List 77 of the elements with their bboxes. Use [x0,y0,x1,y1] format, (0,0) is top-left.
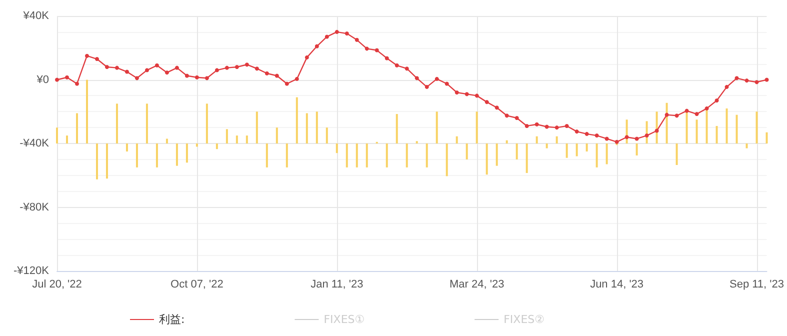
bar [336,144,338,154]
bar [756,112,758,144]
bar [766,132,768,144]
bar [606,144,608,164]
bar [106,144,108,179]
bar [516,144,518,160]
x-tick-label: Sep 11, '23 [730,278,784,290]
bar [676,144,678,166]
bar [66,136,68,144]
bar [476,112,478,144]
bar [136,144,138,168]
x-tick-label: Jun 14, '23 [590,278,644,290]
y-tick-label: -¥80K [20,201,50,214]
bar [596,144,598,168]
bar [56,128,58,144]
bar [526,144,528,173]
y-tick-label: -¥120K [14,265,50,277]
bar [196,144,198,147]
bar [286,144,288,168]
bar [226,129,228,144]
bar [716,126,718,144]
bar [266,144,268,168]
bar [466,144,468,160]
bar [456,136,458,144]
bar [96,144,98,180]
y-tick-label: ¥0 [36,74,49,86]
bar [506,140,508,144]
bar [446,144,448,176]
bar [76,113,78,144]
bar [206,104,208,144]
x-tick-label: Jan 11, '23 [310,278,364,290]
y-tick-label: ¥40K [22,10,50,22]
bar [346,144,348,168]
bar [686,110,688,144]
bar [746,144,748,148]
bar [546,144,548,148]
bar [296,97,298,144]
bar [176,144,178,166]
bar [246,136,248,144]
bar [126,144,128,152]
x-tick-label: Mar 24, '23 [450,278,504,290]
bar [156,144,158,168]
bar [276,128,278,144]
bar [666,102,668,144]
bar [636,144,638,156]
bar [556,136,558,144]
bar [356,144,358,168]
bar [236,136,238,144]
bar [486,144,488,175]
bar [586,144,588,152]
bar [566,144,568,158]
y-tick-label: -¥40K [20,138,50,150]
x-tick-label: Oct 07, '22 [170,278,224,290]
bar [256,112,258,144]
bar [396,114,398,144]
x-tick-label: Jul 20, '22 [32,278,82,290]
bar [86,80,88,144]
bar [386,144,388,168]
legend-label: 利益: [159,313,185,326]
bar [406,144,408,168]
bar [366,144,368,168]
bar [186,144,188,163]
bar [536,136,538,144]
bar [116,104,118,144]
bar [736,114,738,144]
bar [216,144,218,150]
bar [696,120,698,144]
bar [316,112,318,144]
bar [576,144,578,156]
bar [726,108,728,144]
bar [496,144,498,166]
bar [436,112,438,144]
bar [326,128,328,144]
bar [146,104,148,144]
bar [166,138,168,144]
bar [306,113,308,144]
bar [426,144,428,168]
